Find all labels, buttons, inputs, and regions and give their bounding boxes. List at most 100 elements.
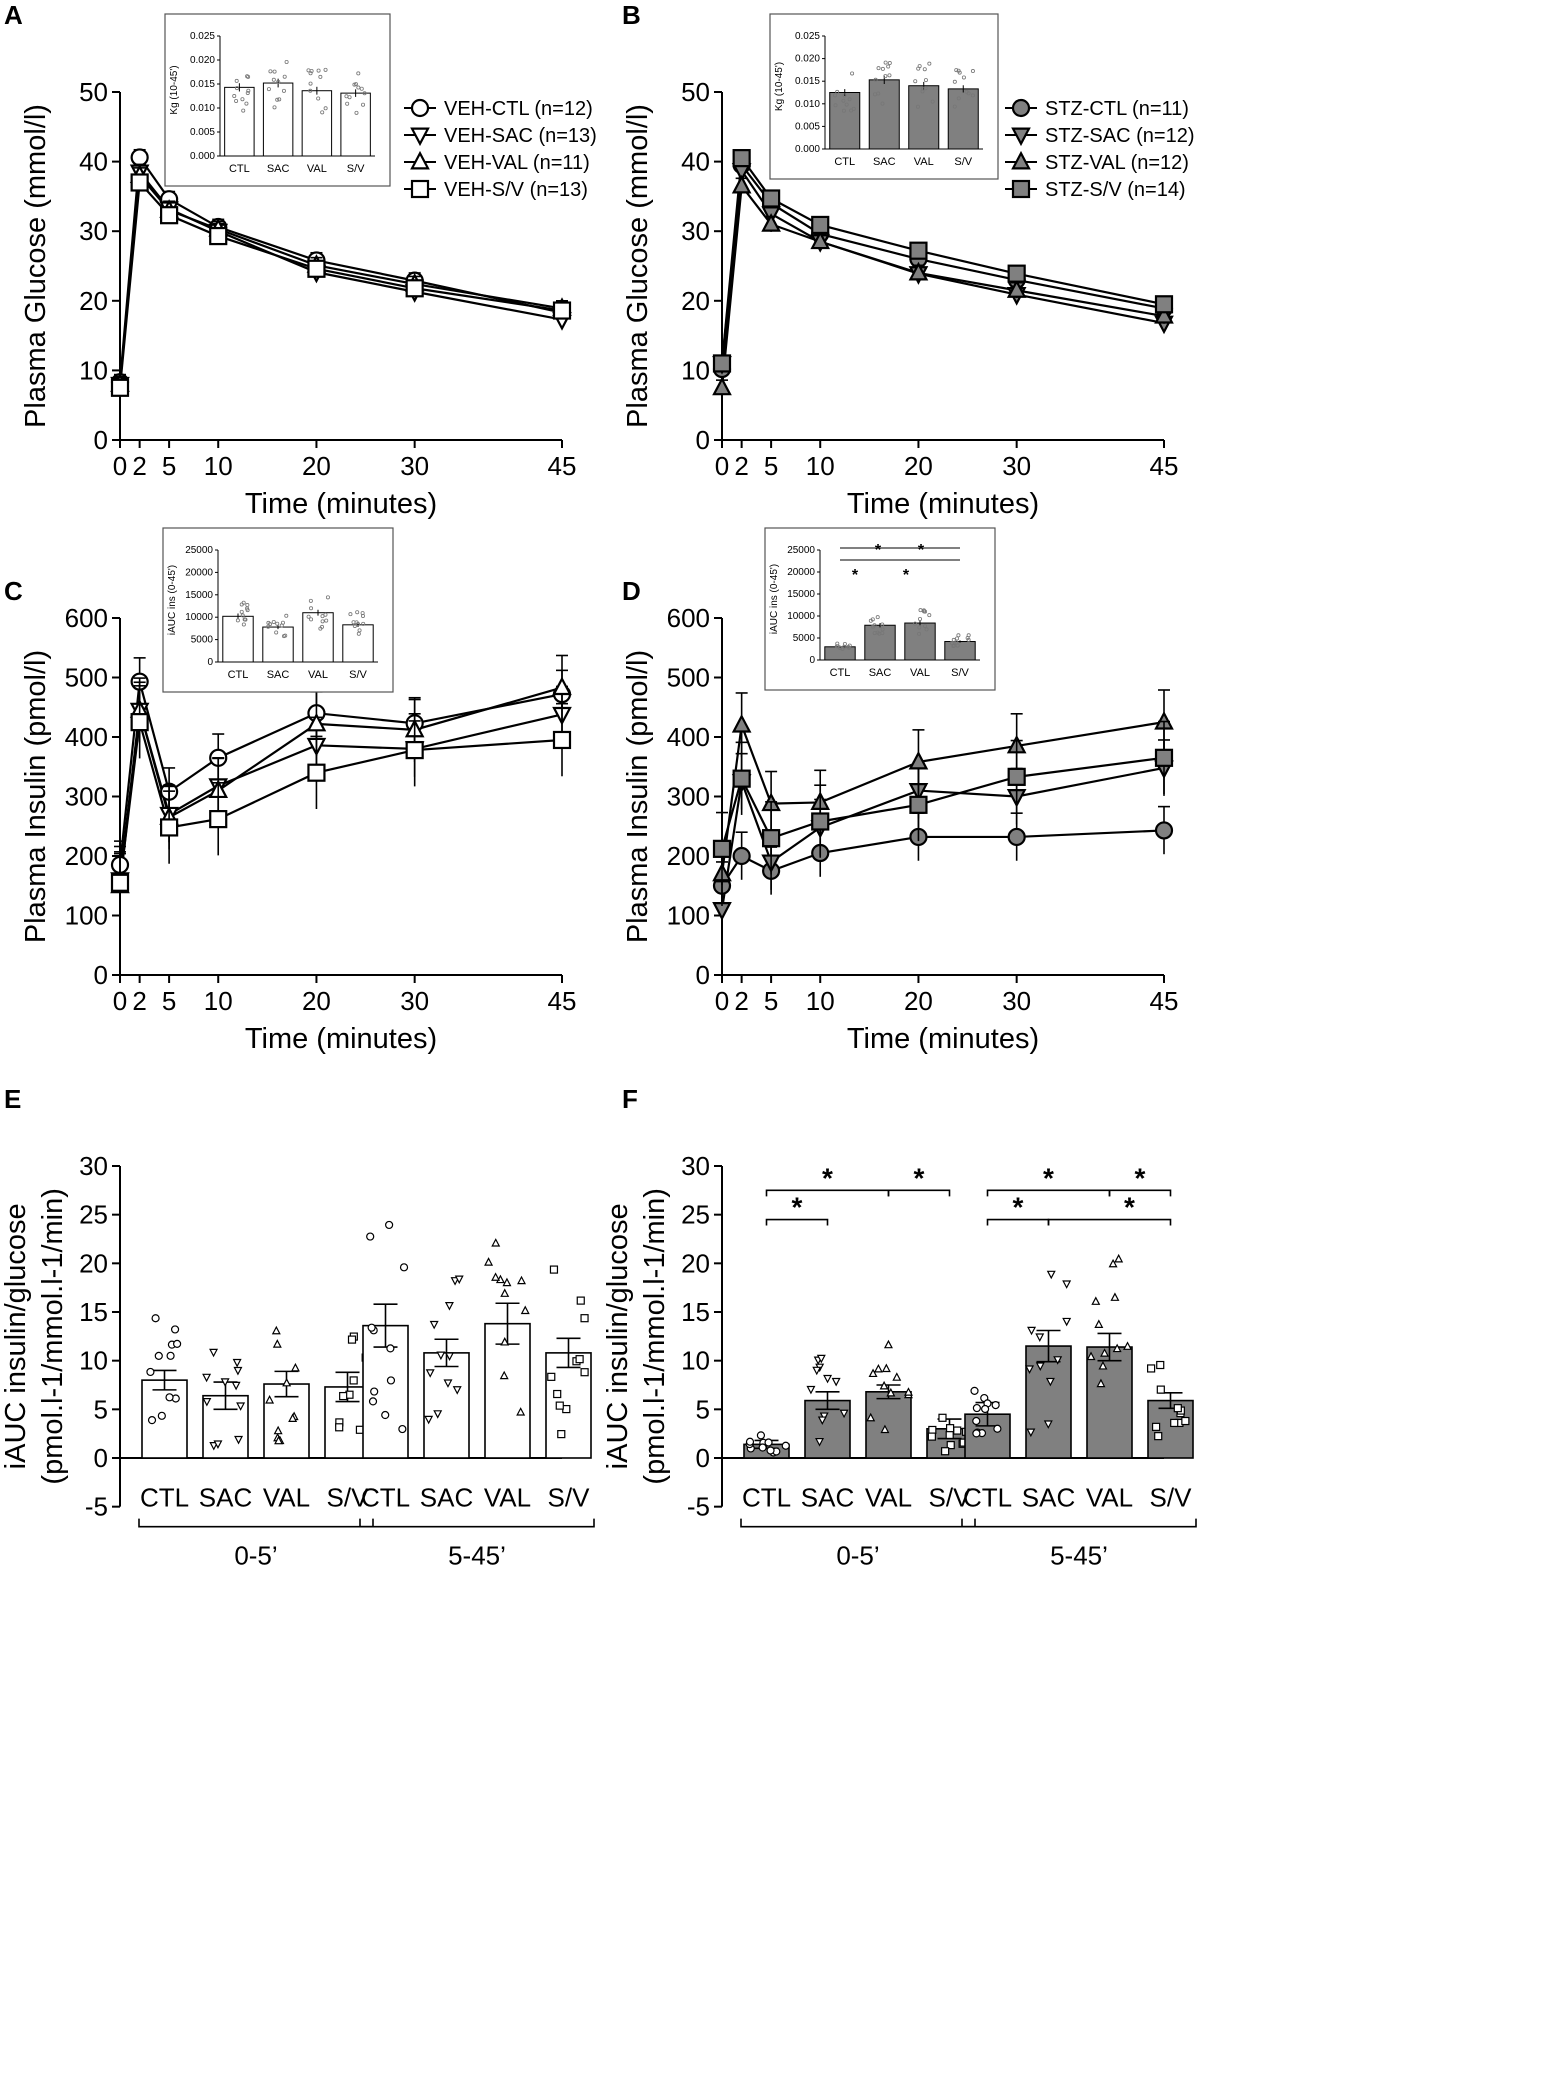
data-point-circle (756, 1431, 766, 1440)
data-point-circle (981, 1404, 990, 1414)
data-point-circle (972, 1403, 981, 1413)
x-tick-label: 10 (806, 451, 835, 481)
x-axis-title: Time (minutes) (245, 488, 437, 520)
x-tick-label: 45 (548, 986, 577, 1016)
data-point-circle (370, 1387, 379, 1396)
inset-point (266, 624, 271, 629)
inset-category-label: CTL (229, 163, 250, 175)
y-tick-label: 100 (65, 901, 108, 931)
data-point-square (1181, 1416, 1190, 1426)
data-point-tri-up (502, 1277, 512, 1287)
x-tick-label: 10 (204, 986, 233, 1016)
data-point-tri-down (209, 1348, 219, 1358)
legend-marker-tri-up (410, 150, 430, 170)
data-point-square (927, 1432, 936, 1441)
data-point-circle (366, 1232, 375, 1241)
inset-point (924, 627, 929, 632)
y-axis-title: iAUC insulin/glucose (602, 1203, 634, 1469)
data-point-circle (367, 1323, 376, 1332)
panel-letter-D: D (622, 576, 641, 606)
point-square (1154, 748, 1174, 767)
data-point-square (1170, 1418, 1179, 1428)
panel-letter-B: B (622, 0, 641, 30)
y-tick-label: 0 (94, 425, 108, 455)
y-tick-label: 400 (667, 722, 710, 752)
inset-point (872, 631, 877, 636)
y-tick-label: 20 (681, 286, 710, 316)
inset-D: 0 5000 10000 15000 20000 25000 iAUC ins (0-45'… (764, 527, 996, 691)
data-point-circle (399, 1263, 409, 1272)
inset-bar (824, 646, 856, 661)
y-axis-title: Plasma Insulin (pmol/l) (20, 650, 52, 943)
group-label: 5-45’ (1050, 1541, 1108, 1571)
point-tri-up (712, 376, 732, 396)
y-tick-label: 400 (65, 722, 108, 752)
x-tick-label: 10 (204, 451, 233, 481)
x-tick-label: 30 (1002, 451, 1031, 481)
y-tick-label: -5 (687, 1492, 710, 1522)
data-point-tri-up (886, 1387, 896, 1397)
point-square (110, 873, 130, 892)
data-point-square (580, 1368, 589, 1377)
group-bracket (359, 1518, 595, 1528)
data-point-tri-down (213, 1440, 223, 1449)
data-point-tri-up (1114, 1253, 1124, 1263)
inset-y-title: Kg (10-45') (774, 62, 785, 111)
data-point-tri-down (452, 1386, 462, 1395)
inset-point (361, 102, 366, 107)
data-point-tri-down (436, 1351, 446, 1361)
x-tick-label: 5 (162, 451, 176, 481)
legend-marker-circle (410, 98, 430, 118)
x-tick-label: 2 (734, 986, 748, 1016)
data-point-tri-up (271, 1325, 281, 1335)
bar (865, 1391, 912, 1459)
inset-point (234, 98, 239, 103)
inset-point (282, 74, 287, 79)
inset-point (268, 69, 273, 74)
inset-point (923, 624, 928, 629)
inset-y-tick-label: 20000 (787, 567, 815, 578)
inset-point (844, 102, 849, 107)
inset-point (952, 79, 957, 84)
data-point-circle (368, 1397, 378, 1406)
x-tick-label: 0 (715, 986, 729, 1016)
point-square (552, 730, 572, 750)
data-point-circle (173, 1339, 182, 1348)
inset-C: 0 5000 10000 15000 20000 25000 iAUC ins (0-45'… (162, 527, 394, 693)
data-point-tri-down (433, 1410, 443, 1419)
data-point-tri-up (1091, 1296, 1101, 1305)
y-tick-label: 50 (79, 77, 108, 107)
inset-point (835, 89, 840, 94)
significance-star: * (1135, 1162, 1146, 1193)
data-point-square (1156, 1360, 1165, 1370)
inset-point (235, 618, 240, 623)
y-tick-label: 10 (79, 1346, 108, 1376)
inset-point (872, 623, 877, 628)
inset-y-tick-label: 0.010 (795, 99, 820, 110)
inset-point (359, 86, 364, 91)
inset-point (275, 97, 280, 102)
data-point-tri-down (445, 1352, 455, 1361)
panel-A: A 0 10 20 30 40 50 0 2 5 10 20 30 45 Time (minutes) Pla… (4, 0, 597, 520)
group-label: 5-45’ (448, 1541, 506, 1571)
inset-point (923, 78, 928, 83)
x-tick-label: 20 (302, 986, 331, 1016)
legend-entry: STZ-CTL (n=11) (1045, 98, 1189, 120)
y-axis-title: Plasma Glucose (mmol/l) (622, 104, 654, 428)
inset-frame (764, 527, 996, 691)
inset-category-label: SAC (869, 667, 892, 679)
category-label: CTL (742, 1483, 791, 1513)
data-point-tri-up (500, 1288, 510, 1297)
point-circle (732, 846, 751, 866)
y-tick-label: 300 (65, 782, 108, 812)
data-point-tri-down (202, 1373, 212, 1383)
point-square (909, 241, 928, 260)
significance-bracket (765, 1218, 829, 1226)
data-point-circle (147, 1416, 157, 1425)
y-tick-label: 5 (94, 1394, 108, 1424)
bar (1025, 1345, 1072, 1459)
data-point-tri-down (1045, 1377, 1055, 1387)
inset-bar (947, 88, 979, 150)
data-point-tri-down (233, 1366, 243, 1376)
inset-point (308, 71, 313, 76)
